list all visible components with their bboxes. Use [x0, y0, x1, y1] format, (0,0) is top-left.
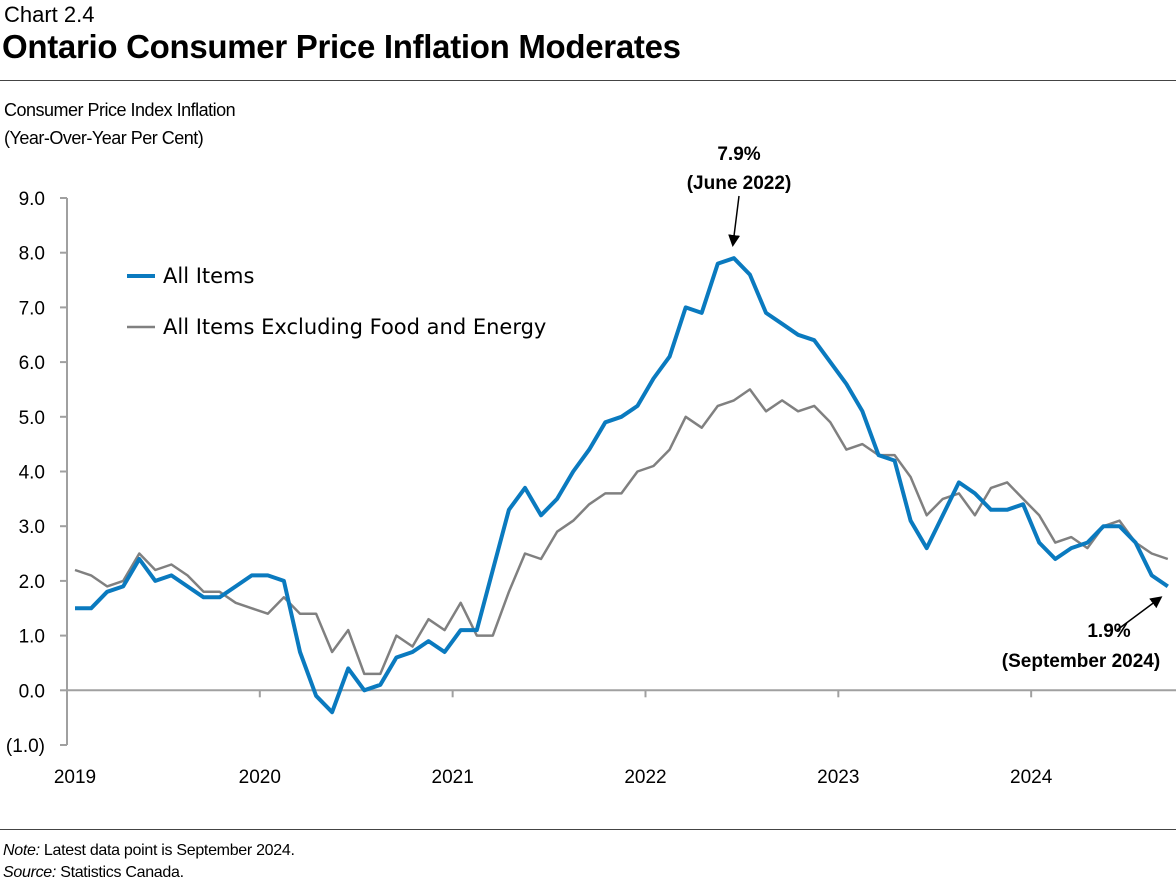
note-text: Latest data point is September 2024.: [39, 842, 295, 859]
legend-label-core: All Items Excluding Food and Energy: [163, 315, 546, 339]
x-tick-label: 2019: [54, 767, 96, 788]
annotation-peak-date: (June 2022): [687, 173, 792, 194]
y-tick-label: 6.0: [19, 353, 45, 374]
x-tick-label: 2022: [624, 767, 666, 788]
source: Source: Statistics Canada.: [3, 864, 184, 882]
annotation-peak-arrow: [728, 195, 741, 247]
header-divider: [0, 80, 1176, 81]
y-tick-label: (1.0): [6, 736, 45, 757]
annotation-peak-value: 7.9%: [717, 144, 760, 165]
footnote: Note: Latest data point is September 202…: [3, 842, 295, 860]
y-axis-label: Consumer Price Index Inflation: [4, 100, 236, 120]
annotation-latest-date: (September 2024): [1002, 651, 1160, 672]
y-tick-label: 1.0: [19, 627, 45, 648]
source-text: Statistics Canada.: [56, 864, 184, 881]
y-tick-label: 0.0: [19, 681, 45, 702]
y-tick-label: 7.0: [19, 298, 45, 319]
y-tick-label: 3.0: [19, 517, 45, 538]
legend: All Items All Items Excluding Food and E…: [127, 264, 546, 339]
series-line-core: [74, 388, 1169, 676]
x-tick-label: 2021: [432, 767, 474, 788]
y-axis-label-units: (Year-Over-Year Per Cent): [4, 128, 204, 148]
x-tick-label: 2024: [1010, 767, 1053, 788]
chart-number: Chart 2.4: [4, 2, 95, 27]
note-label: Note:: [3, 842, 40, 859]
y-tick-label: 2.0: [19, 572, 45, 593]
legend-label-all-items: All Items: [163, 264, 254, 288]
footer-divider: [0, 829, 1176, 830]
y-tick-label: 8.0: [19, 244, 45, 265]
x-tick-label: 2020: [239, 767, 281, 788]
series-line-all-items: [75, 256, 1169, 715]
chart-title: Ontario Consumer Price Inflation Moderat…: [2, 28, 681, 65]
annotation-latest-value: 1.9%: [1087, 621, 1130, 642]
y-tick-label: 9.0: [19, 189, 45, 210]
annotation-latest-arrow: [1116, 596, 1163, 631]
source-label: Source:: [3, 864, 57, 881]
y-tick-label: 5.0: [19, 408, 45, 429]
annotation-latest: 1.9% (September 2024): [1002, 596, 1163, 672]
x-tick-label: 2023: [817, 767, 859, 788]
annotation-peak: 7.9% (June 2022): [687, 144, 792, 247]
y-tick-label: 4.0: [19, 463, 45, 484]
